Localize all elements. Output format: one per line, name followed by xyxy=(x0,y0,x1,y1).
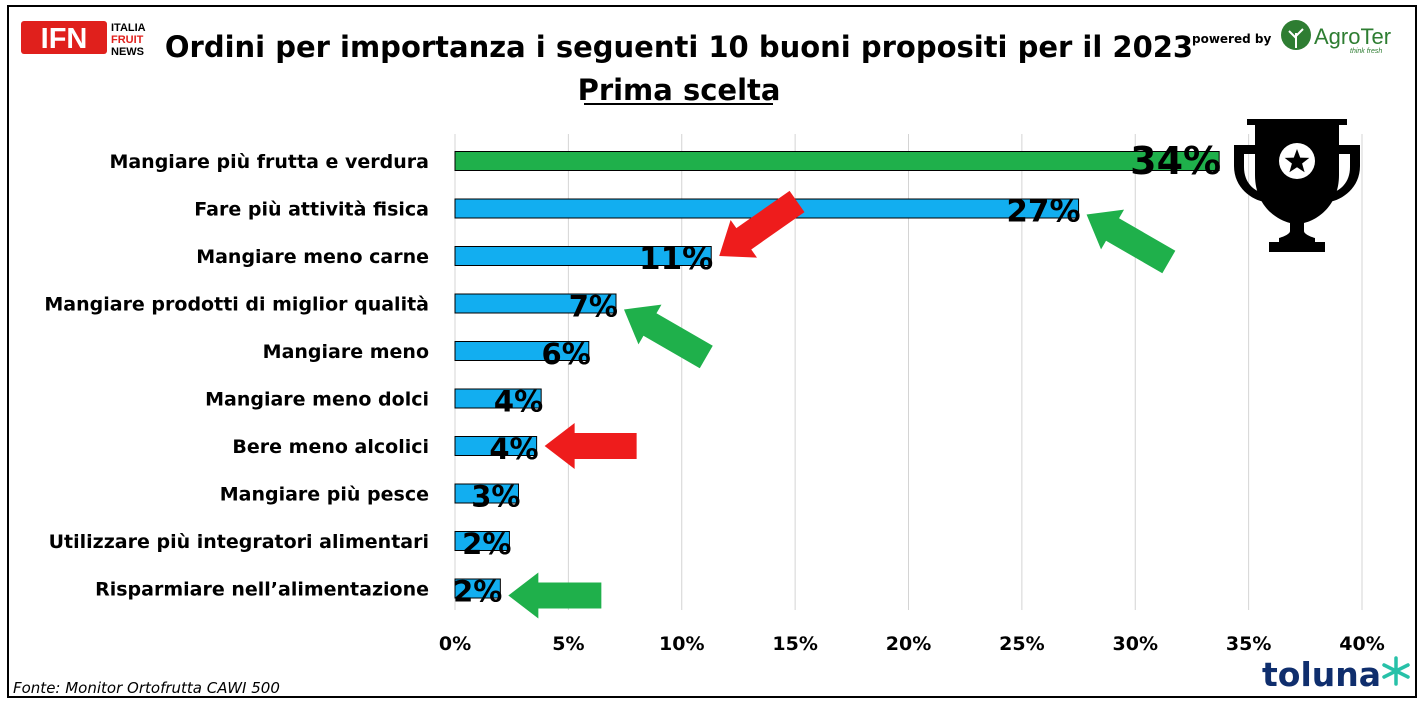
x-tick-label: 25% xyxy=(999,633,1044,655)
category-label: Fare più attività fisica xyxy=(194,199,429,221)
agroter-logo-tagline: think fresh xyxy=(1350,48,1382,55)
green-arrow-up-icon xyxy=(623,304,713,369)
bar xyxy=(454,151,1220,171)
x-tick-label: 40% xyxy=(1339,633,1384,655)
data-label: 27% xyxy=(1006,194,1080,230)
data-label: 11% xyxy=(639,241,713,277)
x-tick-label: 15% xyxy=(772,633,817,655)
bar xyxy=(454,578,501,599)
green-arrow-up-icon xyxy=(508,572,602,619)
trophy-icon xyxy=(1234,119,1360,252)
category-label: Mangiare meno xyxy=(263,341,429,363)
x-tick-label: 35% xyxy=(1226,633,1271,655)
powered-by-label: powered by xyxy=(1192,32,1271,46)
star-icon xyxy=(1284,149,1310,173)
data-label: 4% xyxy=(489,432,538,466)
category-label: Mangiare più frutta e verdura xyxy=(109,151,429,173)
data-label: 6% xyxy=(542,337,591,371)
red-arrow-down-icon xyxy=(719,190,805,258)
red-arrow-down-icon xyxy=(544,423,637,469)
category-label: Mangiare meno dolci xyxy=(205,389,429,411)
ifn-logo-badge xyxy=(21,21,107,54)
category-label: Mangiare meno carne xyxy=(196,246,429,268)
x-tick-labels: 0% 5% 10% 15% 20% 25% 30% 35% 40% xyxy=(439,633,1385,655)
data-label: 7% xyxy=(569,290,618,324)
annotation-arrows xyxy=(508,190,1176,619)
agroter-logo-name: AgroTer xyxy=(1314,24,1391,49)
x-tick-label: 20% xyxy=(886,633,931,655)
source-note: Fonte: Monitor Ortofrutta CAWI 500 xyxy=(13,679,280,697)
data-label: 34% xyxy=(1130,139,1221,183)
bar xyxy=(454,436,538,456)
agroter-logo: AgroTer think fresh xyxy=(1281,20,1391,55)
toluna-logo-name: toluna xyxy=(1262,655,1381,694)
bar xyxy=(454,531,510,551)
data-label: 2% xyxy=(453,575,502,609)
data-label: 4% xyxy=(494,385,543,419)
bar xyxy=(454,246,712,266)
bar xyxy=(454,388,542,409)
category-label: Bere meno alcolici xyxy=(232,436,429,458)
data-label: 2% xyxy=(462,527,511,561)
bar xyxy=(454,483,519,504)
category-label: Mangiare più pesce xyxy=(220,484,429,506)
category-labels: Mangiare più frutta e verdura Fare più at… xyxy=(44,151,429,601)
bars xyxy=(454,151,1220,599)
category-label: Utilizzare più integratori alimentari xyxy=(49,531,429,553)
x-tick-label: 0% xyxy=(439,633,471,655)
chart-subtitle: Prima scelta xyxy=(578,73,781,107)
ifn-logo-main: IFN xyxy=(41,23,88,55)
ifn-logo: IFN ITALIA FRUIT NEWS xyxy=(21,21,146,58)
chart-title: Ordini per importanza i seguenti 10 buon… xyxy=(165,30,1193,64)
category-label: Mangiare prodotti di miglior qualità xyxy=(44,294,429,316)
toluna-logo: toluna xyxy=(1262,655,1410,694)
bar xyxy=(454,293,617,314)
data-label: 3% xyxy=(471,480,520,514)
ifn-logo-line3: NEWS xyxy=(111,46,144,58)
data-labels: 34% 27% 11% 7% 6% 4% 4% 3% 2% 2% xyxy=(453,139,1221,609)
category-label: Risparmiare nell’alimentazione xyxy=(95,579,429,601)
x-tick-label: 5% xyxy=(552,633,584,655)
bar xyxy=(454,341,590,361)
x-tick-label: 30% xyxy=(1113,633,1158,655)
x-tick-label: 10% xyxy=(659,633,704,655)
toluna-star-icon xyxy=(1382,656,1410,686)
ifn-logo-line2: FRUIT xyxy=(111,34,144,46)
chart-frame xyxy=(7,5,1417,698)
ifn-logo-line1: ITALIA xyxy=(111,22,146,34)
green-arrow-up-icon xyxy=(1086,209,1176,274)
